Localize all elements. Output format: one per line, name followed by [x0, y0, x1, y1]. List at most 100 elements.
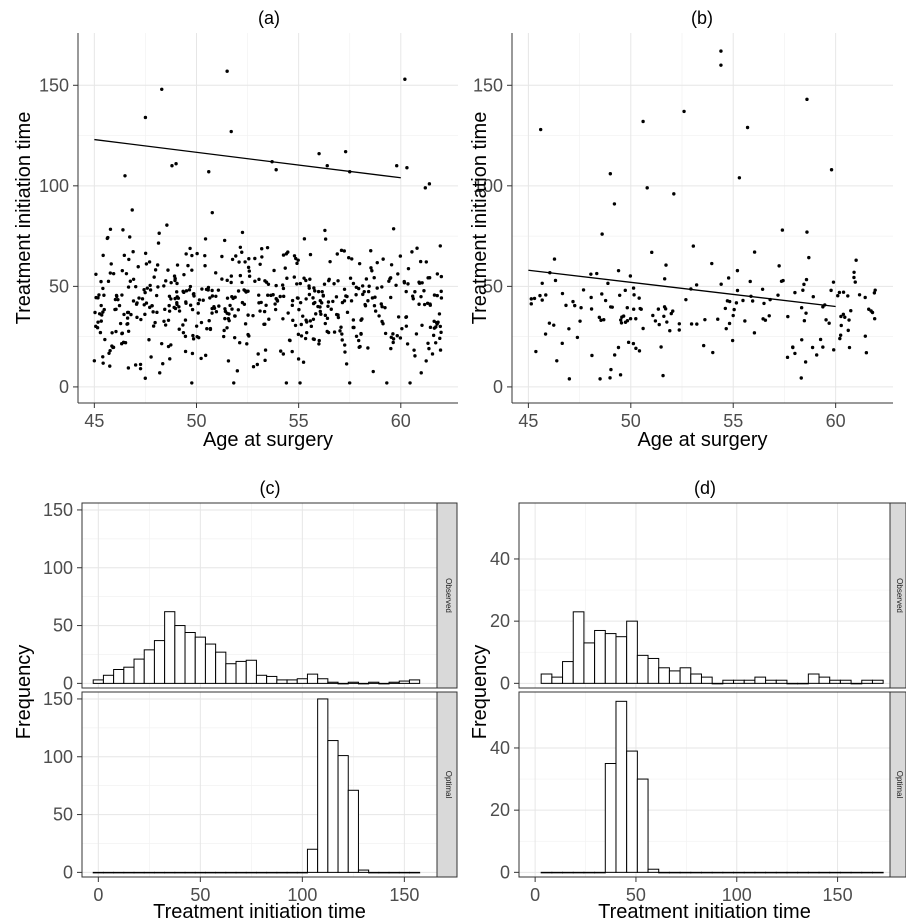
- data-point: [367, 284, 371, 288]
- data-point: [223, 307, 227, 311]
- histogram-bar: [861, 871, 873, 874]
- data-point: [93, 310, 97, 315]
- data-point: [177, 305, 181, 309]
- data-point: [138, 362, 143, 367]
- data-point: [304, 330, 309, 335]
- data-point: [650, 250, 654, 255]
- data-point: [395, 164, 399, 168]
- data-point: [210, 311, 214, 315]
- data-point: [137, 296, 141, 300]
- histogram-bar: [245, 871, 257, 874]
- data-point: [272, 268, 276, 273]
- data-point: [116, 297, 120, 302]
- data-point: [203, 264, 207, 268]
- histogram-bar: [255, 674, 268, 684]
- x-tick-label: 0: [530, 885, 540, 905]
- data-point: [101, 355, 105, 359]
- data-point: [827, 321, 831, 325]
- data-point: [212, 304, 216, 309]
- data-point: [651, 313, 655, 318]
- data-point: [265, 245, 270, 250]
- data-point: [151, 324, 156, 328]
- data-point: [600, 292, 604, 296]
- data-point: [290, 303, 295, 308]
- histogram-bar: [679, 871, 692, 874]
- x-tick-label: 150: [823, 885, 853, 905]
- data-point: [439, 296, 444, 300]
- data-point: [438, 348, 443, 352]
- data-point: [253, 256, 257, 261]
- data-point: [628, 317, 633, 321]
- histogram-bar: [658, 871, 670, 874]
- data-point: [564, 303, 568, 308]
- histogram-bar: [871, 871, 884, 874]
- histogram-bar: [668, 871, 681, 874]
- data-point: [131, 299, 136, 303]
- histogram-bar: [276, 679, 288, 684]
- data-point: [284, 381, 289, 385]
- data-point: [631, 341, 636, 346]
- y-tick-label: 0: [59, 377, 69, 397]
- data-point: [266, 282, 271, 287]
- data-point: [309, 324, 314, 329]
- data-point: [438, 336, 442, 341]
- data-point: [325, 316, 330, 321]
- histogram-bar: [306, 673, 319, 684]
- data-point: [438, 244, 442, 248]
- panel-title: (d): [694, 478, 716, 498]
- data-point: [208, 327, 213, 332]
- histogram-bar: [347, 681, 359, 684]
- data-point: [529, 302, 533, 306]
- data-point: [723, 306, 728, 311]
- data-point: [167, 303, 171, 308]
- data-point: [285, 276, 289, 280]
- data-point: [210, 288, 214, 293]
- data-point: [275, 298, 279, 302]
- data-point: [602, 317, 606, 322]
- data-point: [343, 350, 347, 354]
- x-axis-title: Treatment initiation time: [153, 901, 366, 923]
- histogram-bar: [572, 611, 585, 684]
- data-point: [296, 296, 300, 300]
- data-point: [317, 342, 321, 346]
- data-point: [204, 287, 209, 292]
- histogram-bar: [357, 682, 370, 685]
- histogram-bar: [540, 673, 553, 684]
- data-point: [113, 297, 118, 302]
- data-point: [366, 299, 370, 303]
- data-point: [391, 340, 395, 345]
- y-tick-label: 100: [473, 176, 503, 196]
- data-point: [405, 342, 410, 346]
- histogram-bar: [711, 682, 724, 685]
- y-tick-label: 150: [43, 689, 73, 709]
- data-point: [529, 297, 533, 301]
- x-tick-label: 55: [289, 411, 309, 431]
- data-point: [114, 307, 118, 311]
- data-point: [682, 109, 686, 114]
- data-point: [340, 332, 344, 336]
- data-point: [359, 331, 363, 336]
- data-point: [186, 263, 190, 268]
- histogram-bar: [245, 659, 257, 684]
- data-point: [154, 293, 159, 298]
- data-point: [326, 300, 331, 304]
- histogram-bar: [408, 679, 421, 684]
- data-point: [263, 279, 267, 283]
- data-point: [163, 323, 168, 327]
- histogram-bar: [317, 678, 329, 684]
- data-point: [370, 269, 374, 273]
- data-point: [238, 273, 243, 278]
- data-point: [873, 288, 877, 292]
- x-tick-label: 50: [190, 885, 210, 905]
- y-tick-label: 40: [490, 738, 510, 758]
- histogram-bar: [388, 871, 400, 874]
- data-point: [308, 277, 312, 281]
- histogram-bar: [317, 698, 329, 873]
- histogram-bar: [626, 620, 638, 684]
- data-point: [357, 345, 361, 349]
- histogram-bar: [743, 871, 756, 874]
- data-point: [380, 285, 384, 289]
- data-point: [96, 296, 100, 300]
- histogram-bar: [829, 679, 841, 684]
- data-point: [398, 336, 403, 340]
